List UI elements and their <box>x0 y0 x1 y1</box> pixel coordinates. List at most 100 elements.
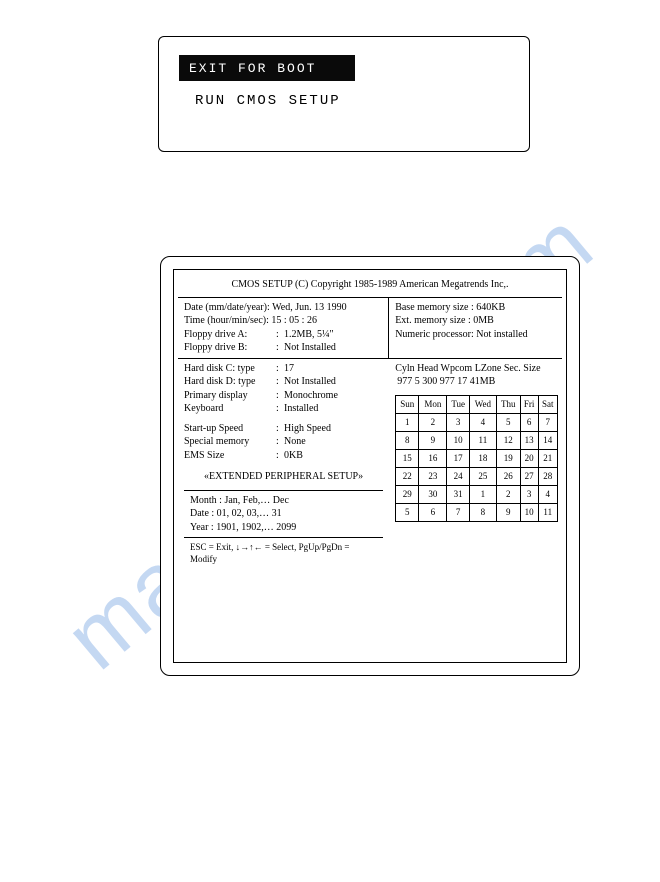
calendar-cell[interactable]: 11 <box>470 431 497 449</box>
calendar-cell[interactable]: 30 <box>419 485 447 503</box>
run-cmos-setup-item[interactable]: RUN CMOS SETUP <box>195 93 341 109</box>
basemem-value: 640KB <box>476 302 505 313</box>
cmos-mid-row: Hard disk C: type:17 Hard disk D: type:N… <box>178 359 562 569</box>
calendar-cell[interactable]: 25 <box>470 467 497 485</box>
cal-day-sat: Sat <box>538 395 557 413</box>
calendar-cell[interactable]: 15 <box>396 449 419 467</box>
calendar-row: 1234567 <box>396 413 558 431</box>
disk-row: 977 5 300 977 17 41MB <box>395 375 558 389</box>
memory-block: Base memory size : 640KB Ext. memory siz… <box>389 298 562 358</box>
numproc-value: Not installed <box>476 329 527 340</box>
calendar-cell[interactable]: 2 <box>496 485 520 503</box>
exit-for-boot-item[interactable]: EXIT FOR BOOT <box>179 55 355 81</box>
extmem-label: Ext. memory size : <box>395 315 471 326</box>
calendar-row: 567891011 <box>396 503 558 521</box>
calendar-row: 22232425262728 <box>396 467 558 485</box>
calendar-cell[interactable]: 23 <box>419 467 447 485</box>
calendar-cell[interactable]: 5 <box>496 413 520 431</box>
hdc-label: Hard disk C: type <box>184 362 276 376</box>
hdd-label: Hard disk D: type <box>184 375 276 389</box>
cmos-top-row: Date (mm/date/year): Wed, Jun. 13 1990 T… <box>178 298 562 359</box>
time-value[interactable]: 15 : 05 : 26 <box>271 315 317 326</box>
calendar-cell[interactable]: 4 <box>470 413 497 431</box>
calendar-cell[interactable]: 8 <box>470 503 497 521</box>
calendar-cell[interactable]: 10 <box>520 503 538 521</box>
calendar-cell[interactable]: 10 <box>447 431 470 449</box>
calendar-cell[interactable]: 14 <box>538 431 557 449</box>
calendar-cell[interactable]: 5 <box>396 503 419 521</box>
keyboard-label: Keyboard <box>184 402 276 416</box>
datetime-block: Date (mm/date/year): Wed, Jun. 13 1990 T… <box>178 298 389 358</box>
extended-setup-link[interactable]: «EXTENDED PERIPHERAL SETUP» <box>184 470 383 484</box>
calendar-cell[interactable]: 4 <box>538 485 557 503</box>
calendar-cell[interactable]: 27 <box>520 467 538 485</box>
keyboard-value[interactable]: Installed <box>284 402 383 416</box>
calendar-table: Sun Mon Tue Wed Thu Fri Sat 123456789101… <box>395 395 558 522</box>
disk-calendar-block: Cyln Head Wpcom LZone Sec. Size 977 5 30… <box>389 359 562 569</box>
calendar-cell[interactable]: 21 <box>538 449 557 467</box>
ems-label: EMS Size <box>184 449 276 463</box>
disk-header: Cyln Head Wpcom LZone Sec. Size <box>395 362 558 376</box>
keyhelp-line: ESC = Exit, ↓→↑← = Select, PgUp/PgDn = M… <box>184 538 383 568</box>
calendar-cell[interactable]: 3 <box>520 485 538 503</box>
extmem-value: 0MB <box>473 315 494 326</box>
calendar-cell[interactable]: 24 <box>447 467 470 485</box>
calendar-cell[interactable]: 7 <box>447 503 470 521</box>
display-value[interactable]: Monochrome <box>284 389 383 403</box>
floppy-a-label: Floppy drive A: <box>184 328 276 342</box>
floppy-b-label: Floppy drive B: <box>184 341 276 355</box>
calendar-cell[interactable]: 7 <box>538 413 557 431</box>
speed-value[interactable]: High Speed <box>284 422 383 436</box>
calendar-cell[interactable]: 2 <box>419 413 447 431</box>
calendar-cell[interactable]: 6 <box>419 503 447 521</box>
cal-day-fri: Fri <box>520 395 538 413</box>
calendar-row: 891011121314 <box>396 431 558 449</box>
calendar-cell[interactable]: 17 <box>447 449 470 467</box>
calendar-cell[interactable]: 9 <box>496 503 520 521</box>
calendar-cell[interactable]: 20 <box>520 449 538 467</box>
calendar-row: 15161718192021 <box>396 449 558 467</box>
calendar-cell[interactable]: 8 <box>396 431 419 449</box>
calendar-cell[interactable]: 13 <box>520 431 538 449</box>
numproc-label: Numeric processor: <box>395 329 474 340</box>
calendar-cell[interactable]: 19 <box>496 449 520 467</box>
floppy-a-value[interactable]: 1.2MB, 5¼" <box>284 328 382 342</box>
ems-value[interactable]: 0KB <box>284 449 383 463</box>
calendar-cell[interactable]: 9 <box>419 431 447 449</box>
display-label: Primary display <box>184 389 276 403</box>
calendar-cell[interactable]: 6 <box>520 413 538 431</box>
hdc-value[interactable]: 17 <box>284 362 383 376</box>
boot-menu-box: EXIT FOR BOOT RUN CMOS SETUP <box>158 36 530 152</box>
time-label: Time (hour/min/sec): <box>184 315 269 326</box>
settings-block: Hard disk C: type:17 Hard disk D: type:N… <box>178 359 389 569</box>
date-value[interactable]: Wed, Jun. 13 1990 <box>272 302 346 313</box>
calendar-cell[interactable]: 3 <box>447 413 470 431</box>
hdd-value[interactable]: Not Installed <box>284 375 383 389</box>
cmos-inner-frame: CMOS SETUP (C) Copyright 1985-1989 Ameri… <box>173 269 567 663</box>
calendar-cell[interactable]: 31 <box>447 485 470 503</box>
calendar-cell[interactable]: 26 <box>496 467 520 485</box>
month-hint: Month : Jan, Feb,… Dec <box>190 494 377 508</box>
range-hints-block: Month : Jan, Feb,… Dec Date : 01, 02, 03… <box>184 490 383 539</box>
calendar-cell[interactable]: 12 <box>496 431 520 449</box>
date-hint: Date : 01, 02, 03,… 31 <box>190 507 377 521</box>
cal-day-thu: Thu <box>496 395 520 413</box>
calendar-row: 2930311234 <box>396 485 558 503</box>
cmos-setup-panel: CMOS SETUP (C) Copyright 1985-1989 Ameri… <box>160 256 580 676</box>
basemem-label: Base memory size : <box>395 302 474 313</box>
calendar-cell[interactable]: 11 <box>538 503 557 521</box>
calendar-cell[interactable]: 1 <box>470 485 497 503</box>
calendar-cell[interactable]: 18 <box>470 449 497 467</box>
cmos-header: CMOS SETUP (C) Copyright 1985-1989 Ameri… <box>178 274 562 298</box>
specmem-label: Special memory <box>184 435 276 449</box>
calendar-cell[interactable]: 28 <box>538 467 557 485</box>
calendar-cell[interactable]: 16 <box>419 449 447 467</box>
calendar-header-row: Sun Mon Tue Wed Thu Fri Sat <box>396 395 558 413</box>
floppy-b-value[interactable]: Not Installed <box>284 341 382 355</box>
calendar-cell[interactable]: 29 <box>396 485 419 503</box>
specmem-value[interactable]: None <box>284 435 383 449</box>
year-hint: Year : 1901, 1902,… 2099 <box>190 521 377 535</box>
cal-day-sun: Sun <box>396 395 419 413</box>
calendar-cell[interactable]: 1 <box>396 413 419 431</box>
calendar-cell[interactable]: 22 <box>396 467 419 485</box>
